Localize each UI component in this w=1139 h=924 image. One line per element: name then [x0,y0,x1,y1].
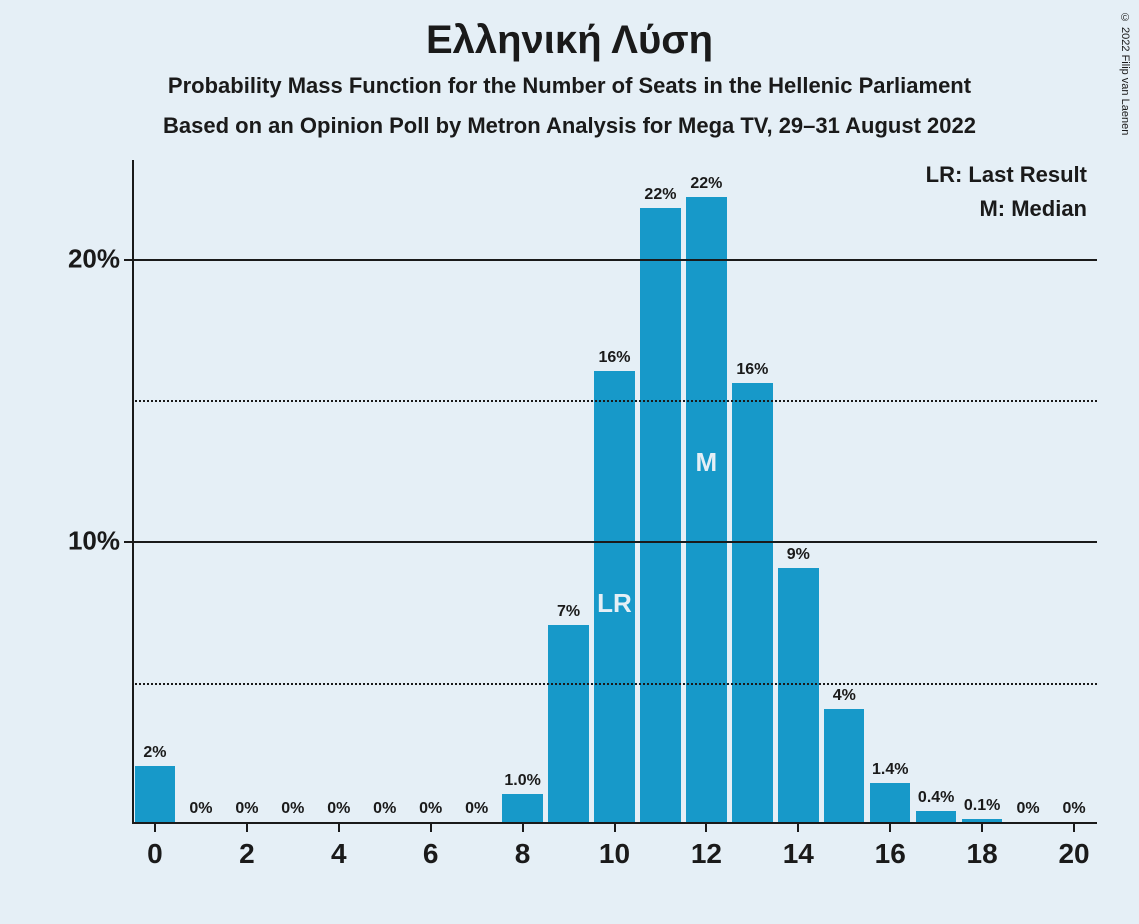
x-tick-mark [797,824,799,832]
bar-value-label: 0% [1017,800,1040,818]
x-tick-label: 8 [515,838,531,870]
bar-value-label: 16% [736,361,768,379]
x-tick-label: 14 [783,838,814,870]
x-tick-mark [246,824,248,832]
chart-area: LR: Last Result M: Median 2%0%0%0%0%0%0%… [72,160,1097,884]
y-tick-mark [124,541,132,543]
plot-region: 2%0%0%0%0%0%0%0%1.0%7%16%LR22%22%M16%9%4… [132,160,1097,824]
x-tick-label: 16 [875,838,906,870]
y-tick-label: 20% [68,243,120,274]
x-tick-mark [981,824,983,832]
title-block: Ελληνική Λύση Probability Mass Function … [0,0,1139,139]
bar-value-label: 16% [598,349,630,367]
x-tick-mark [705,824,707,832]
bar: 22%M [686,197,726,822]
y-tick-mark [124,259,132,261]
bar-value-label: 0% [1062,800,1085,818]
x-tick-label: 0 [147,838,163,870]
gridline [132,541,1097,543]
bar-value-label: 22% [644,186,676,204]
bar-value-label: 0% [327,800,350,818]
bar-marker: M [686,447,726,478]
y-tick-label: 10% [68,526,120,557]
bar-value-label: 4% [833,687,856,705]
x-tick-label: 4 [331,838,347,870]
bar-value-label: 0% [281,800,304,818]
bar: 0.4% [916,811,956,822]
gridline [132,400,1097,402]
bar-value-label: 0% [465,800,488,818]
bar: 1.4% [870,783,910,822]
bar: 7% [548,625,588,822]
x-tick-mark [889,824,891,832]
x-tick-label: 18 [967,838,998,870]
chart-subtitle-1: Probability Mass Function for the Number… [0,73,1139,99]
bar-value-label: 0% [189,800,212,818]
x-tick-mark [1073,824,1075,832]
bar: 16% [732,383,772,822]
x-tick-mark [338,824,340,832]
x-tick-label: 2 [239,838,255,870]
chart-title: Ελληνική Λύση [0,18,1139,63]
bar-value-label: 0% [419,800,442,818]
bar: 1.0% [502,794,542,822]
bar: 4% [824,709,864,822]
bar-marker: LR [594,588,634,619]
bar-value-label: 2% [143,744,166,762]
x-tick-label: 10 [599,838,630,870]
bar-value-label: 0.1% [964,797,1000,815]
bar: 2% [135,766,175,822]
bar-value-label: 0.4% [918,789,954,807]
bar: 9% [778,568,818,822]
x-tick-label: 20 [1058,838,1089,870]
bar: 0.1% [962,819,1002,822]
copyright-text: © 2022 Filip van Laenen [1119,12,1131,135]
bar-value-label: 7% [557,603,580,621]
x-tick-label: 6 [423,838,439,870]
bar: 16%LR [594,371,634,822]
x-tick-label: 12 [691,838,722,870]
chart-subtitle-2: Based on an Opinion Poll by Metron Analy… [0,113,1139,139]
x-tick-mark [154,824,156,832]
bar-value-label: 0% [373,800,396,818]
bar-value-label: 0% [235,800,258,818]
x-tick-mark [614,824,616,832]
bar-value-label: 1.0% [504,772,540,790]
bar-value-label: 22% [690,175,722,193]
gridline [132,683,1097,685]
x-tick-mark [430,824,432,832]
bar-value-label: 1.4% [872,761,908,779]
x-tick-mark [522,824,524,832]
bar: 22% [640,208,680,822]
gridline [132,259,1097,261]
bar-value-label: 9% [787,546,810,564]
